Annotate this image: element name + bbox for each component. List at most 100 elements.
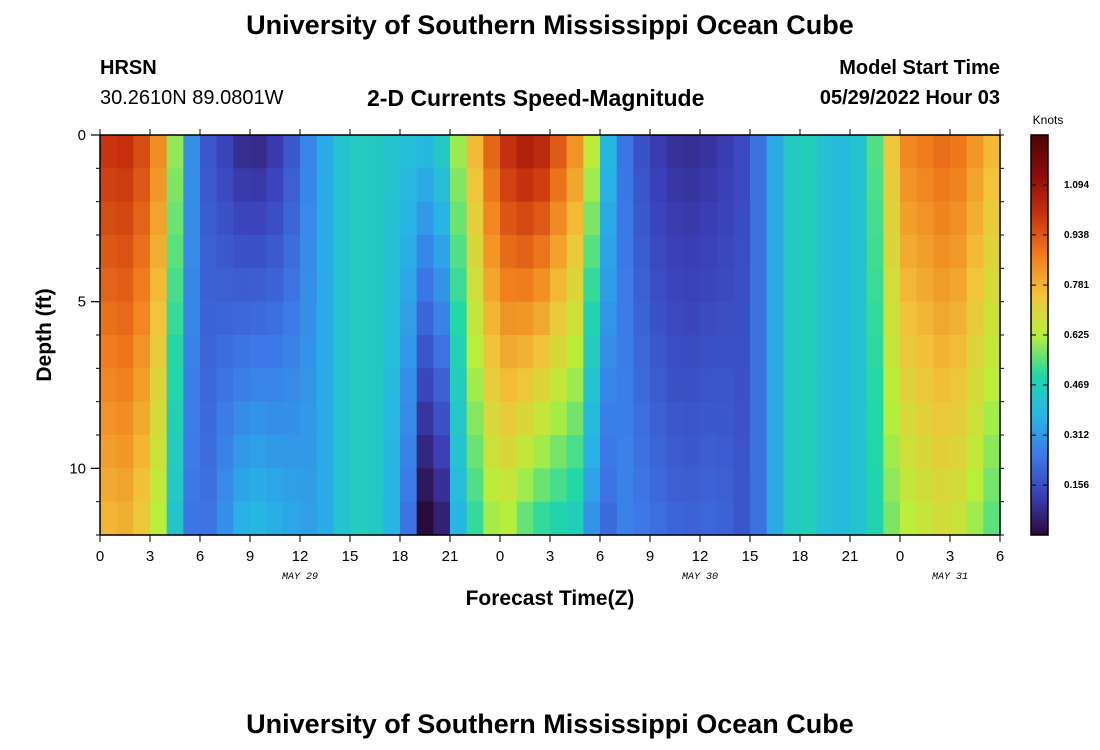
heatmap-cell: [533, 201, 551, 236]
station-coordinates: 30.2610N 89.0801W: [100, 87, 284, 109]
heatmap-cell: [666, 301, 684, 336]
heatmap-cell: [216, 501, 234, 536]
heatmap-cell: [133, 268, 151, 303]
heatmap-cell: [116, 168, 134, 203]
heatmap-cell: [583, 135, 601, 169]
heatmap-cell: [133, 235, 151, 269]
colorbar-tick-label: 0.312: [1064, 430, 1089, 441]
heatmap-cell: [150, 168, 168, 203]
heatmap-cell: [116, 201, 134, 236]
heatmap-cell: [316, 168, 334, 203]
heatmap-cell: [950, 168, 968, 203]
heatmap-cell: [116, 235, 134, 269]
heatmap-cell: [883, 368, 901, 403]
heatmap-cell: [100, 201, 118, 236]
heatmap-cell: [400, 235, 418, 269]
heatmap-cell: [100, 301, 118, 336]
heatmap-cell: [933, 501, 951, 536]
main-title: University of Southern Mississippi Ocean…: [246, 10, 854, 40]
heatmap-cell: [666, 268, 684, 303]
y-tick-label: 5: [78, 294, 86, 311]
heatmap-cell: [550, 201, 568, 236]
heatmap-cell: [100, 435, 118, 469]
heatmap-cell: [683, 335, 701, 369]
heatmap-cell: [916, 235, 934, 269]
heatmap-cell: [783, 268, 801, 303]
heatmap-cell: [483, 401, 501, 436]
heatmap-cell: [883, 168, 901, 203]
heatmap-cell: [466, 368, 484, 403]
heatmap-cell: [500, 368, 518, 403]
heatmap-cell: [700, 201, 718, 236]
heatmap-cell: [900, 201, 918, 236]
heatmap-cell: [383, 301, 401, 336]
heatmap-cell: [300, 435, 318, 469]
station-id: HRSN: [100, 57, 157, 79]
heatmap-cell: [650, 468, 668, 503]
heatmap-cell: [533, 268, 551, 303]
heatmap-cell: [133, 401, 151, 436]
heatmap-cell: [350, 235, 368, 269]
heatmap-cell: [850, 268, 868, 303]
heatmap-cell: [700, 468, 718, 503]
heatmap-cell: [566, 301, 584, 336]
heatmap-cell: [450, 468, 468, 503]
x-tick-label: 18: [392, 548, 409, 565]
heatmap-cell: [866, 201, 884, 236]
heatmap-cell: [566, 268, 584, 303]
x-tick-label: 9: [646, 548, 654, 565]
heatmap-cell: [800, 401, 818, 436]
heatmap-cell: [333, 168, 351, 203]
heatmap-cell: [833, 368, 851, 403]
heatmap-cell: [533, 435, 551, 469]
heatmap-cell: [283, 301, 301, 336]
heatmap-cell: [533, 335, 551, 369]
heatmap-cell: [283, 435, 301, 469]
heatmap-cell: [516, 268, 534, 303]
heatmap-cell: [600, 468, 618, 503]
heatmap-cell: [766, 168, 784, 203]
heatmap-cell: [666, 201, 684, 236]
heatmap-cell: [316, 335, 334, 369]
heatmap-cell: [583, 268, 601, 303]
heatmap-cell: [416, 235, 434, 269]
heatmap-cell: [300, 268, 318, 303]
heatmap-cell: [116, 401, 134, 436]
heatmap-cell: [816, 235, 834, 269]
heatmap-cell: [750, 168, 768, 203]
heatmap-cell: [550, 301, 568, 336]
heatmap-cell: [616, 235, 634, 269]
heatmap-cell: [350, 401, 368, 436]
heatmap-cell: [283, 235, 301, 269]
heatmap-cell: [783, 435, 801, 469]
heatmap-cell: [750, 135, 768, 169]
colorbar-tick-label: 0.938: [1064, 230, 1089, 241]
heatmap-cell: [533, 135, 551, 169]
heatmap-cell: [233, 368, 251, 403]
heatmap-cell: [100, 368, 118, 403]
heatmap-cell: [666, 435, 684, 469]
heatmap-cell: [700, 168, 718, 203]
heatmap-cell: [666, 401, 684, 436]
heatmap-cell: [166, 301, 184, 336]
heatmap-cell: [116, 368, 134, 403]
heatmap-cell: [266, 235, 284, 269]
heatmap-cell: [800, 468, 818, 503]
heatmap-cell: [516, 168, 534, 203]
heatmap-cell: [616, 468, 634, 503]
heatmap-cell: [750, 335, 768, 369]
heatmap-cell: [900, 501, 918, 536]
heatmap-cell: [850, 501, 868, 536]
heatmap-cell: [700, 235, 718, 269]
heatmap-cell: [666, 368, 684, 403]
heatmap-cell: [216, 268, 234, 303]
heatmap-cell: [733, 168, 751, 203]
heatmap-cell: [450, 368, 468, 403]
heatmap-cell: [800, 335, 818, 369]
heatmap-cell: [566, 435, 584, 469]
heatmap-cell: [566, 468, 584, 503]
heatmap-cell: [233, 135, 251, 169]
heatmap-cell: [700, 368, 718, 403]
heatmap-cell: [833, 235, 851, 269]
x-tick-label: 21: [842, 548, 859, 565]
